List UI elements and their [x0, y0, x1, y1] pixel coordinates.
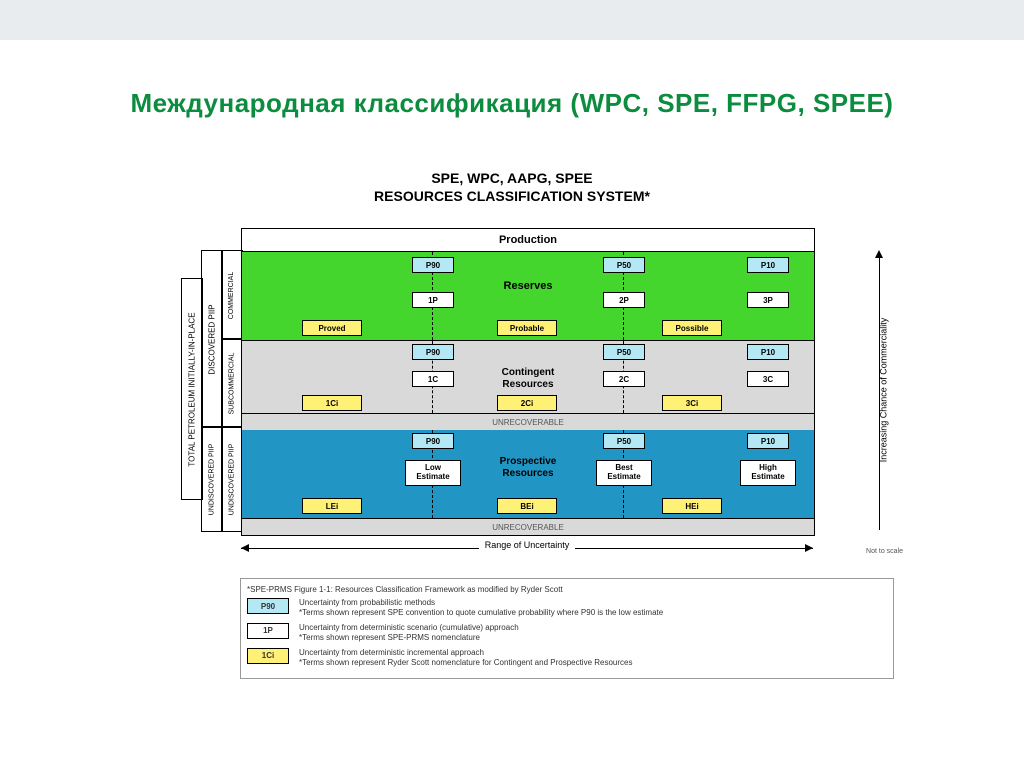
subtitle-2: RESOURCES CLASSIFICATION SYSTEM* [0, 188, 1024, 204]
main-grid: Production Reserves P90 P50 P10 1P 2P 3P… [241, 228, 815, 536]
contingent-3c: 3C [747, 371, 789, 387]
reserves-label: Reserves [242, 280, 814, 292]
legend-swatch-1ci: 1Ci [247, 648, 289, 664]
x-axis-left-arrow [241, 544, 249, 552]
legend-swatch-p90: P90 [247, 598, 289, 614]
prospective-high: HighEstimate [740, 460, 796, 486]
reserves-p10: P10 [747, 257, 789, 273]
reserves-possible: Possible [662, 320, 722, 336]
contingent-band: ContingentResources P90 P50 P10 1C 2C 3C… [242, 341, 814, 414]
legend-swatch-1p: 1P [247, 623, 289, 639]
right-axis-label: Increasing Chance of Commerciality [873, 250, 893, 530]
contingent-1c: 1C [412, 371, 454, 387]
x-axis: Range of Uncertainty [241, 540, 813, 550]
contingent-label: ContingentResources [242, 367, 814, 391]
x-axis-right-arrow [805, 544, 813, 552]
reserves-probable: Probable [497, 320, 557, 336]
contingent-2c: 2C [603, 371, 645, 387]
prospective-bei: BEi [497, 498, 557, 514]
reserves-p90: P90 [412, 257, 454, 273]
unrecoverable-1: UNRECOVERABLE [242, 414, 814, 430]
legend-text-p90-1: Uncertainty from probabilistic methods [299, 598, 663, 608]
prospective-best: BestEstimate [596, 460, 652, 486]
legend-text-1p-1: Uncertainty from deterministic scenario … [299, 623, 519, 633]
sidebar-subcommercial: SUBCOMMERCIAL [221, 338, 243, 428]
prospective-label: ProspectiveResources [242, 456, 814, 480]
legend-text-1p-2: *Terms shown represent SPE-PRMS nomencla… [299, 633, 519, 643]
legend-text-1ci-1: Uncertainty from deterministic increment… [299, 648, 633, 658]
sidebar-undiscovered: UNDISCOVERED PIIP [201, 426, 223, 532]
prospective-lei: LEi [302, 498, 362, 514]
legend-text-1ci-2: *Terms shown represent Ryder Scott nomen… [299, 658, 633, 668]
legend-row-1p: 1P Uncertainty from deterministic scenar… [247, 623, 887, 644]
legend-row-p90: P90 Uncertainty from probabilistic metho… [247, 598, 887, 619]
subtitle-1: SPE, WPC, AAPG, SPEE [0, 170, 1024, 186]
sidebar-undiscovered2: UNDISCOVERED PIIP [221, 426, 243, 532]
x-axis-label: Range of Uncertainty [479, 540, 576, 550]
prospective-hei: HEi [662, 498, 722, 514]
legend-text-p90-2: *Terms shown represent SPE convention to… [299, 608, 663, 618]
contingent-p10: P10 [747, 344, 789, 360]
sidebar-commercial: COMMERCIAL [221, 250, 243, 340]
prospective-p50: P50 [603, 433, 645, 449]
reserves-band: Reserves P90 P50 P10 1P 2P 3P Proved Pro… [242, 252, 814, 341]
contingent-p90: P90 [412, 344, 454, 360]
prospective-p90: P90 [412, 433, 454, 449]
contingent-p50: P50 [603, 344, 645, 360]
prospective-band: ProspectiveResources P90 P50 P10 LowEsti… [242, 430, 814, 519]
reserves-proved: Proved [302, 320, 362, 336]
reserves-p50: P50 [603, 257, 645, 273]
sidebar-total-piip: TOTAL PETROLEUM INITIALLY-IN-PLACE [181, 278, 203, 500]
prospective-p10: P10 [747, 433, 789, 449]
contingent-3ci: 3Ci [662, 395, 722, 411]
legend-row-1ci: 1Ci Uncertainty from deterministic incre… [247, 648, 887, 669]
not-to-scale: Not to scale [866, 548, 903, 555]
reserves-1p: 1P [412, 292, 454, 308]
reserves-2p: 2P [603, 292, 645, 308]
production-row: Production [242, 229, 814, 252]
page-title: Международная классификация (WPC, SPE, F… [0, 88, 1024, 119]
legend-box: *SPE-PRMS Figure 1-1: Resources Classifi… [240, 578, 894, 679]
contingent-2ci: 2Ci [497, 395, 557, 411]
contingent-1ci: 1Ci [302, 395, 362, 411]
reserves-3p: 3P [747, 292, 789, 308]
sidebar-discovered: DISCOVERED PIIP [201, 250, 223, 428]
prospective-low: LowEstimate [405, 460, 461, 486]
legend-title: *SPE-PRMS Figure 1-1: Resources Classifi… [247, 585, 887, 594]
classification-diagram: TOTAL PETROLEUM INITIALLY-IN-PLACE DISCO… [209, 228, 863, 548]
unrecoverable-2: UNRECOVERABLE [242, 519, 814, 535]
